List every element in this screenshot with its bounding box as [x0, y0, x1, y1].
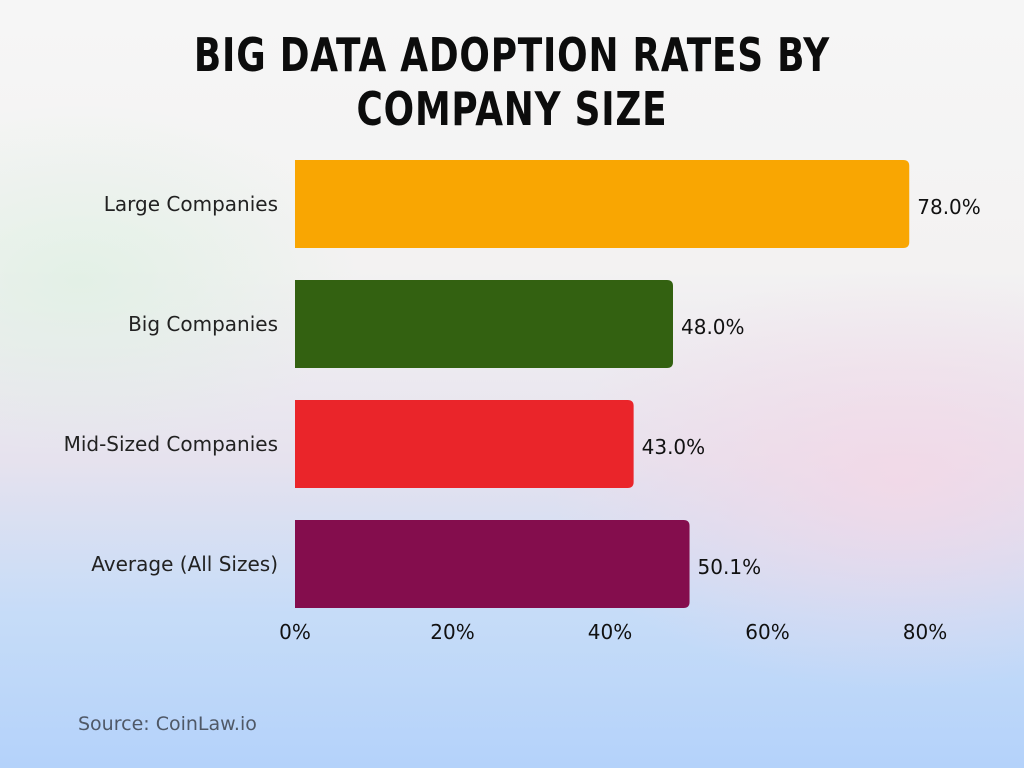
- category-label: Average (All Sizes): [91, 552, 278, 576]
- category-label: Big Companies: [128, 312, 278, 336]
- chart-title: Big Data Adoption Rates by Company Size: [193, 28, 831, 136]
- bar: [295, 280, 673, 368]
- x-tick-label: 0%: [279, 620, 311, 644]
- data-label: 43.0%: [642, 435, 706, 459]
- category-label: Mid-Sized Companies: [64, 432, 278, 456]
- source-note: Source: CoinLaw.io: [78, 713, 257, 735]
- x-tick-label: 60%: [745, 620, 789, 644]
- x-tick-label: 40%: [588, 620, 632, 644]
- x-tick-label: 80%: [903, 620, 947, 644]
- bar: [295, 160, 910, 248]
- x-tick-label: 20%: [430, 620, 474, 644]
- bar: [295, 400, 634, 488]
- data-label: 48.0%: [681, 315, 745, 339]
- data-label: 78.0%: [917, 195, 981, 219]
- bar: [295, 520, 690, 608]
- category-label: Large Companies: [104, 192, 278, 216]
- data-label: 50.1%: [698, 555, 762, 579]
